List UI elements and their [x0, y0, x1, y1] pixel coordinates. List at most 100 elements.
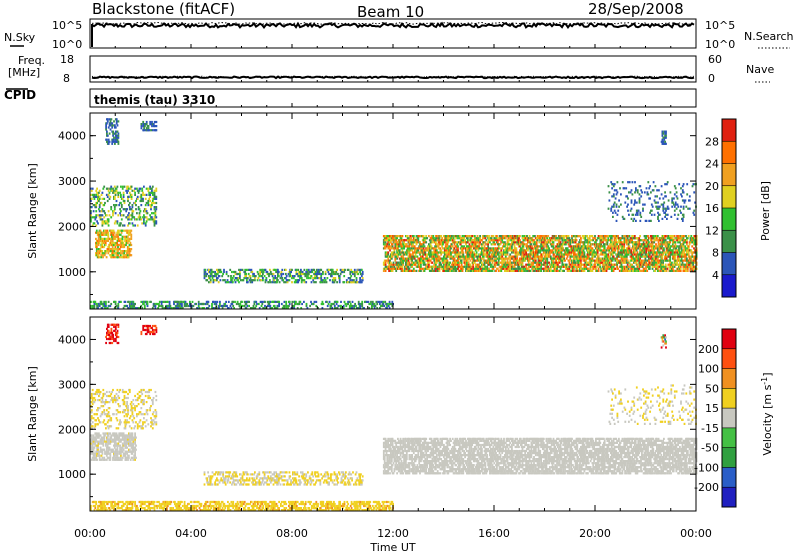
data-cell — [168, 300, 171, 303]
data-cell — [481, 245, 483, 248]
data-cell — [232, 304, 235, 308]
data-cell — [146, 302, 149, 306]
data-cell — [342, 307, 345, 310]
data-cell — [603, 257, 606, 260]
data-cell — [210, 270, 213, 274]
data-cell — [121, 239, 124, 242]
data-cell — [320, 272, 323, 276]
data-cell — [591, 249, 594, 252]
data-cell — [310, 268, 313, 271]
noise-left-tick-top: 10^5 — [52, 19, 82, 32]
data-cell — [396, 237, 398, 240]
data-cell — [631, 239, 633, 242]
data-cell — [550, 237, 553, 240]
data-cell — [312, 279, 315, 282]
data-cell — [492, 265, 495, 268]
data-cell — [393, 265, 396, 268]
data-cell — [144, 197, 147, 200]
noise-search-trace — [91, 21, 693, 25]
data-cell — [571, 255, 573, 258]
data-cell — [107, 142, 110, 145]
data-cell — [458, 263, 460, 266]
data-cell — [420, 269, 422, 272]
data-cell — [583, 235, 586, 238]
data-cell — [96, 201, 98, 205]
data-cell — [509, 247, 512, 250]
data-cell — [410, 265, 413, 268]
data-cell — [599, 265, 602, 268]
data-cell — [399, 265, 402, 268]
data-cell — [379, 300, 381, 303]
data-cell — [262, 268, 264, 271]
data-cell — [604, 251, 607, 254]
data-cell — [632, 255, 634, 258]
data-cell — [149, 199, 151, 203]
data-cell — [481, 269, 483, 272]
data-cell — [519, 245, 521, 248]
data-cell — [535, 241, 538, 244]
data-cell — [631, 263, 633, 266]
data-cell — [327, 270, 330, 274]
data-cell — [443, 241, 446, 244]
data-cell — [603, 239, 605, 242]
data-cell — [504, 237, 507, 240]
data-cell — [103, 204, 106, 207]
data-cell — [603, 265, 606, 268]
data-cell — [582, 247, 585, 250]
data-cell — [410, 249, 413, 252]
data-cell — [619, 237, 622, 240]
data-cell — [616, 255, 618, 258]
data-cell — [139, 216, 142, 219]
data-cell — [627, 267, 630, 270]
data-cell — [495, 259, 497, 262]
data-cell — [573, 245, 576, 248]
data-cell — [390, 245, 392, 248]
data-cell — [127, 214, 129, 217]
data-cell — [621, 261, 624, 264]
data-cell — [120, 218, 123, 221]
data-cell — [501, 265, 504, 268]
data-cell — [91, 216, 94, 219]
data-cell — [450, 267, 452, 270]
data-cell — [510, 239, 512, 242]
data-cell — [610, 267, 613, 270]
data-cell — [254, 307, 257, 310]
data-cell — [501, 267, 504, 270]
data-cell — [398, 249, 401, 252]
data-cell — [608, 249, 611, 252]
data-cell — [119, 250, 122, 253]
data-cell — [351, 270, 353, 274]
data-cell — [638, 259, 641, 262]
data-cell — [583, 243, 586, 246]
data-cell — [611, 241, 614, 244]
data-cell — [617, 241, 619, 244]
data-cell — [450, 243, 453, 246]
data-cell — [591, 247, 594, 250]
data-cell — [480, 259, 482, 262]
data-cell — [284, 272, 287, 276]
data-cell — [285, 304, 288, 308]
data-cell — [504, 245, 506, 248]
data-cell — [627, 243, 630, 246]
data-cell — [272, 272, 275, 276]
data-cell — [301, 279, 304, 282]
data-cell — [473, 261, 476, 264]
data-cell — [632, 243, 634, 246]
data-cell — [513, 237, 516, 240]
data-cell — [600, 259, 603, 262]
data-cell — [536, 235, 539, 238]
data-cell — [481, 243, 483, 246]
data-cell — [123, 224, 126, 227]
data-cell — [606, 257, 609, 260]
data-cell — [563, 269, 565, 272]
data-cell — [215, 302, 218, 306]
data-cell — [320, 277, 323, 280]
data-cell — [462, 267, 465, 270]
data-cell — [350, 281, 353, 284]
data-cell — [630, 249, 633, 252]
data-cell — [222, 279, 224, 282]
noise-right-tick-bottom: 10^0 — [705, 38, 735, 51]
data-cell — [428, 239, 431, 242]
data-cell — [603, 237, 606, 240]
data-cell — [486, 243, 489, 246]
